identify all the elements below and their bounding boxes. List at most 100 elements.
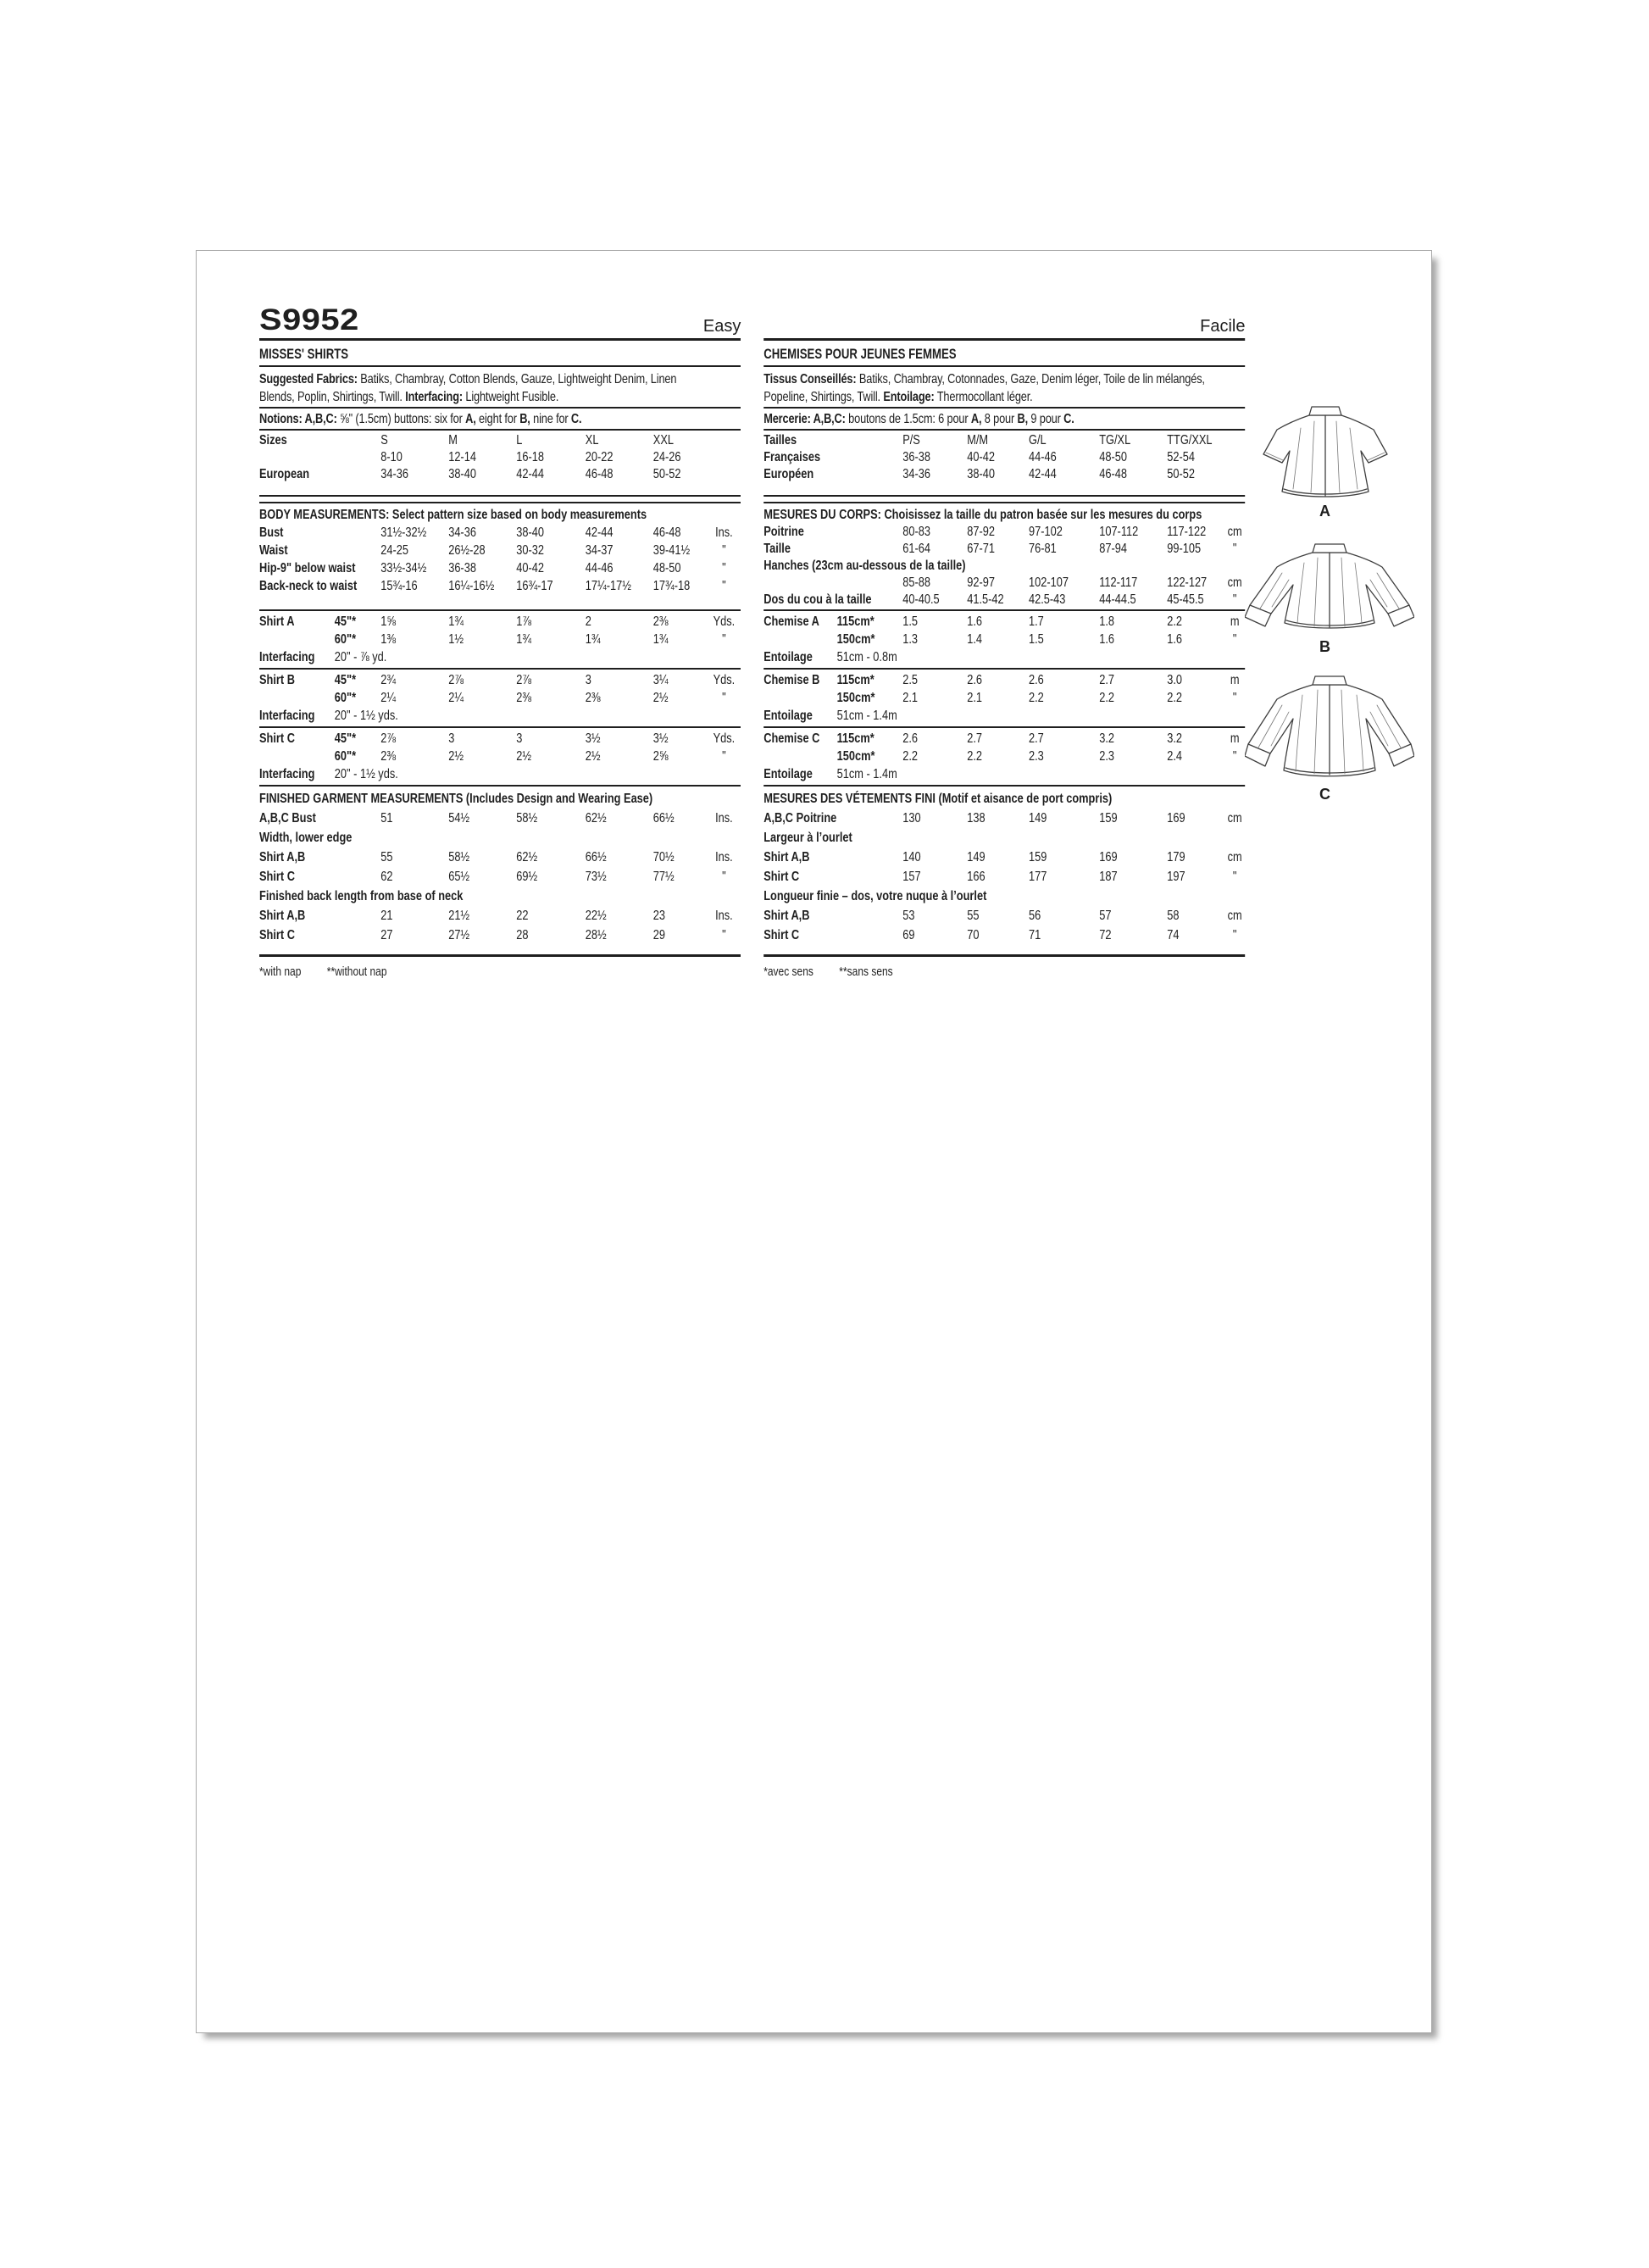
english-sections: MISSES' SHIRTS Suggested Fabrics: Batiks,… [259,347,741,980]
table-cell: 51cm - 1.4m [836,767,897,781]
table-cell: " [1232,928,1237,942]
rule [763,785,1246,787]
table-cell: 12-14 [448,450,476,464]
table-cell: 27½ [448,928,470,942]
table-cell: 138 [967,811,986,825]
table-cell: 87-92 [967,525,995,539]
table-cell: 50-52 [652,467,681,481]
table-cell: " [1232,691,1237,705]
table-cell: Bust [259,525,284,540]
text-run: Batiks, Chambray, Cotonnades, Gaze, Deni… [856,372,1205,386]
table-cell: 24-26 [652,450,681,464]
table-cell: 2.2 [902,749,918,764]
table-cell: 70½ [652,850,675,864]
table-cell: 2¼ [448,691,464,705]
table-cell: 45"* [334,673,357,687]
table-cell: Tailles [763,433,797,447]
table-cell [335,809,380,828]
table-cell: 73½ [585,870,607,884]
table-cell [259,689,335,707]
table-cell: Taille [763,542,791,556]
table-cell: 44-46 [585,561,614,575]
table-cell: Yds. [713,614,736,629]
sub-header-row: Longueur finie – dos, votre nuque à l’ou… [763,889,987,903]
table-cell [335,432,380,449]
table-cell: 3.2 [1099,731,1114,746]
table-cell: 3½ [652,731,669,746]
table-cell: 1¾ [652,632,669,647]
table-row: Shirt A,B 21 21½ 22 22½ 23 Ins. [259,906,741,926]
table-row: Shirt B 45"* 2¾ 2⅞ 2⅞ 3 3¼ Yds. [259,671,741,689]
table-cell: 2½ [448,749,464,764]
table-cell: Chemise B [763,673,820,687]
table-cell: 1.6 [967,614,982,629]
table-cell: 2.6 [902,731,918,746]
table-cell: 3.2 [1167,731,1182,746]
table-cell: 1.5 [1029,632,1044,647]
table-cell [335,449,380,466]
table-row: Chemise A 115cm* 1.5 1.6 1.7 1.8 2.2 m [763,613,1245,631]
table-cell: 57 [1099,909,1112,923]
table-cell: 58½ [448,850,470,864]
footnotes: *with nap **without nap [259,964,741,980]
table-cell: 1¾ [585,632,601,647]
table-cell: 56 [1029,909,1041,923]
table-cell: " [722,543,726,558]
table-cell: " [1232,592,1237,607]
table-cell: 41.5-42 [967,592,1004,607]
table-cell: 16¾-17 [516,579,553,593]
table-cell: 92-97 [967,575,995,590]
table-cell: 23 [652,909,666,923]
shirt-c-back-view-illustration [1245,675,1414,777]
text-run: B, [1017,412,1029,426]
section-divider [259,495,741,503]
table-cell: 159 [1029,850,1047,864]
table-cell: " [722,691,726,705]
table-cell: 2.1 [967,691,982,705]
text-run: Popeline, Shirtings, Twill. [763,390,884,404]
table-row: Shirt C 62 65½ 69½ 73½ 77½ " [259,867,741,887]
table-cell: XL [585,433,599,447]
table-cell: Interfacing [259,767,315,781]
table-cell: 36-38 [448,561,476,575]
table-cell: 29 [652,928,666,942]
table-cell: 40-40.5 [902,592,940,607]
table-cell: 1¾ [516,632,531,647]
table-cell: 2⅜ [585,691,601,705]
table-cell: Shirt A [259,614,295,629]
category-title: CHEMISES POUR JEUNES FEMMES [763,347,1246,367]
table-cell: 140 [902,850,921,864]
table-cell: m [1230,673,1240,687]
table-cell: cm [1227,909,1242,923]
yardage-section: Shirt A 45"* 1⅝ 1¾ 1⅞ 2 2⅜ Yds. 60"* 1⅜ 1½ 1¾ 1¾ 1¾ " I… [259,611,741,668]
text-content: S9952 Easy MISSES' SHIRTS Suggested Fabri… [259,303,1246,980]
table-cell: 2⅞ [516,673,531,687]
table-cell [335,867,380,887]
table-row: Shirt C 157 166 177 187 197 " [763,867,1245,887]
table-row: European 34-36 38-40 42-44 46-48 50-52 [259,466,741,483]
table-cell: 66½ [585,850,607,864]
table-cell: Ins. [715,525,733,540]
table-cell: Hip-9" below waist [259,561,356,575]
table-cell: Shirt A,B [259,909,306,923]
text-run: Batiks, Chambray, Cotton Blends, Gauze, … [357,372,677,386]
table-cell: XXL [652,433,674,447]
table-cell: 1.4 [967,632,982,647]
notions-line: Mercerie: A,B,C: boutons de 1.5cm: 6 pou… [763,411,1246,431]
table-cell: " [1232,542,1237,556]
sub-header-row: Hanches (23cm au-dessous de la taille) [763,559,966,573]
table-cell: Shirt B [259,673,295,687]
table-cell: 45"* [334,614,357,629]
table-cell: 1.6 [1099,632,1114,647]
shirt-a-back-view-illustration [1263,406,1388,498]
table-cell: 2.2 [1029,691,1044,705]
table-cell: 21½ [448,909,470,923]
table-cell: " [722,870,726,884]
table-cell: 149 [967,850,986,864]
table-cell: 99-105 [1167,542,1202,556]
table-cell: cm [1227,811,1242,825]
table-cell: Shirt C [763,870,800,884]
table-cell: 2⅝ [652,749,669,764]
table-cell: 2.2 [1167,614,1182,629]
